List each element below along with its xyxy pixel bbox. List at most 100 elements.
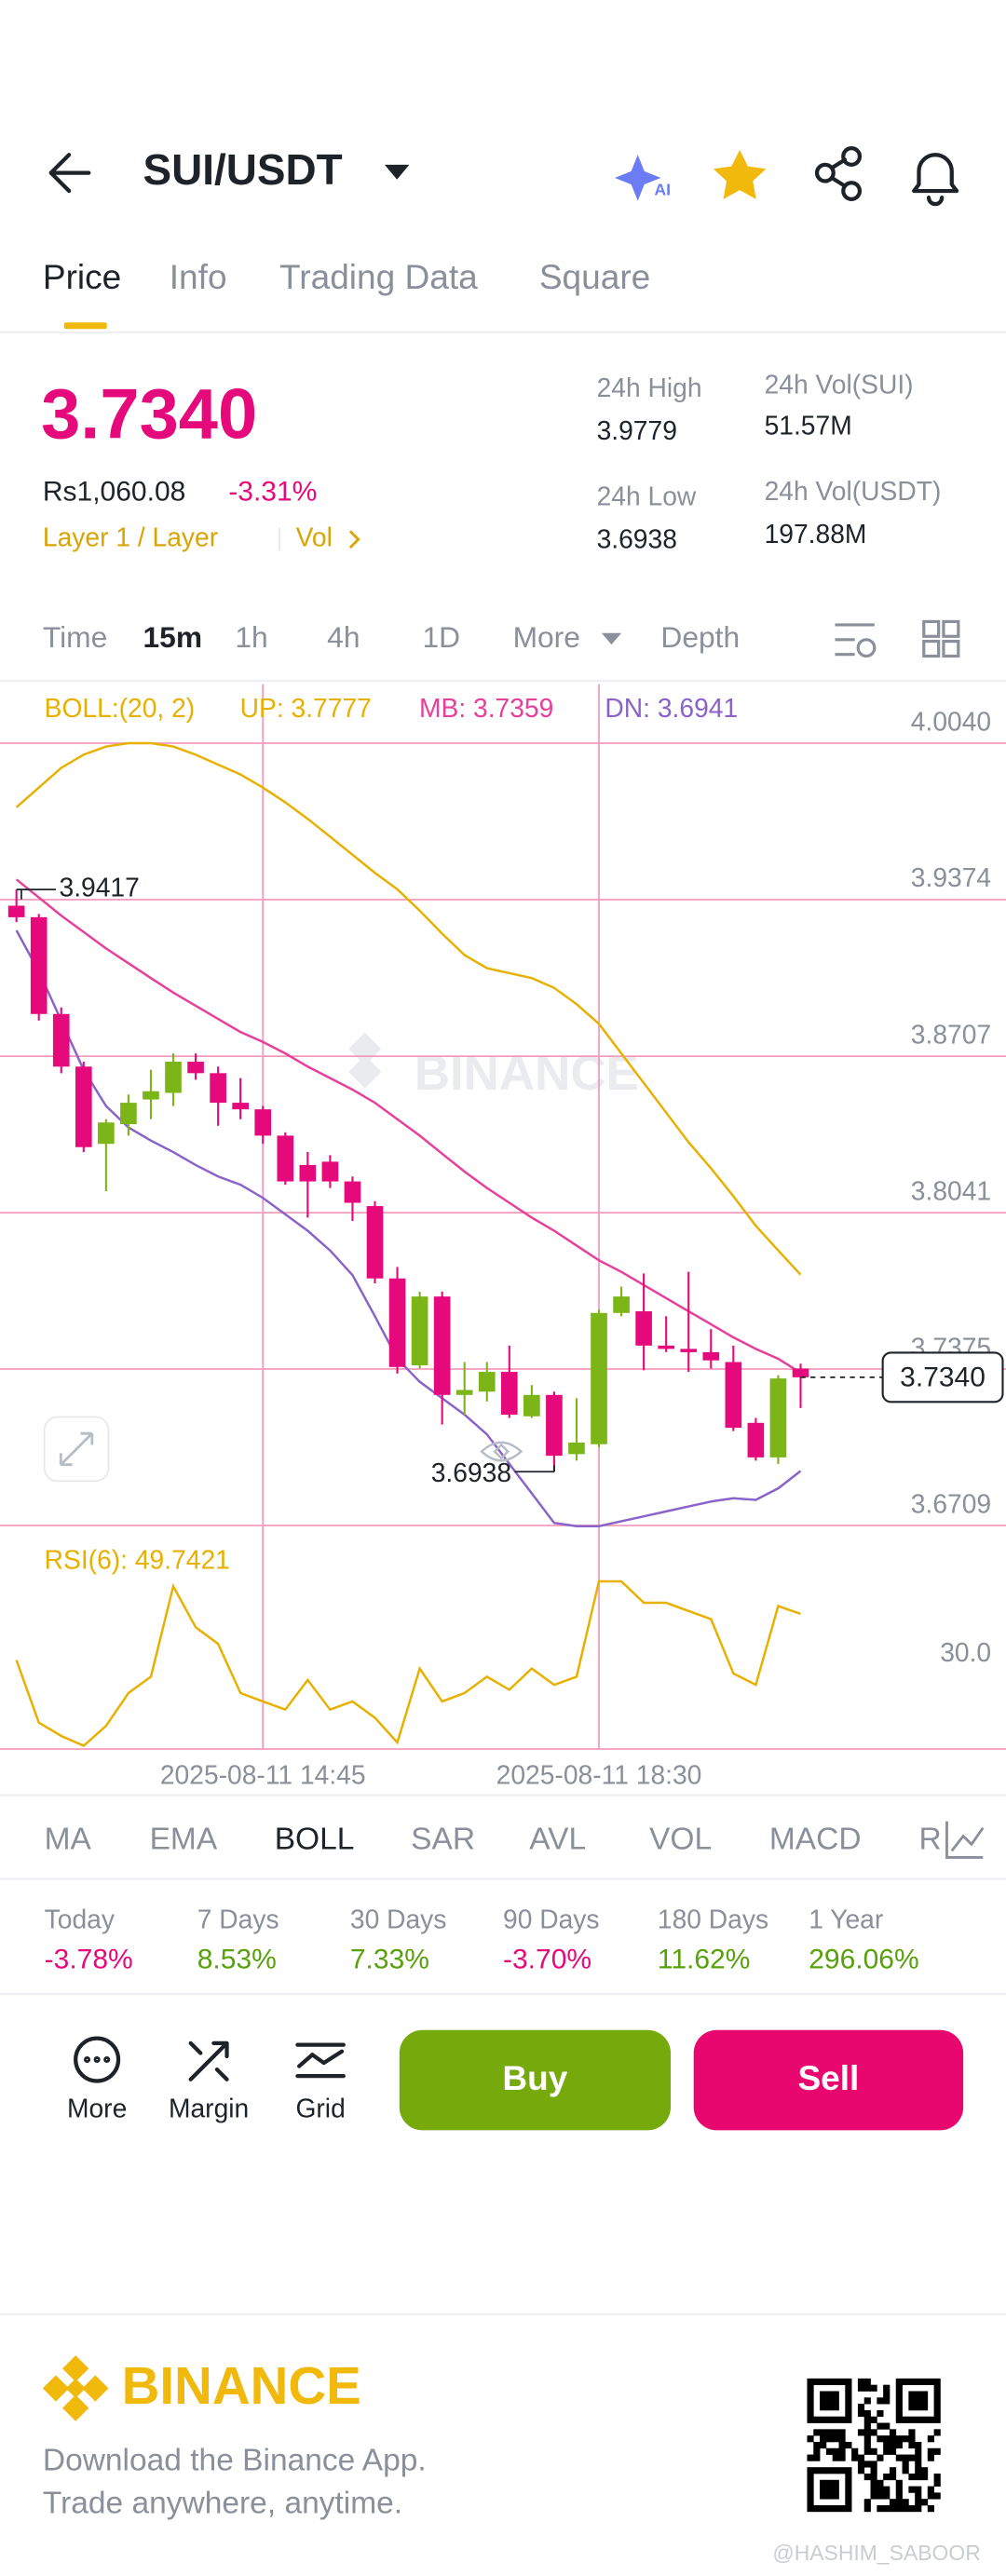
indicator-tab[interactable]: SAR (411, 1823, 475, 1857)
back-button[interactable] (48, 153, 91, 194)
interval[interactable]: 15m (143, 620, 203, 654)
stat-value: 197.88M (765, 519, 867, 549)
qr-cell (845, 2479, 852, 2487)
low-marker-line (514, 1465, 555, 1473)
margin-icon[interactable] (188, 2040, 229, 2081)
qr-cell (889, 2473, 897, 2481)
sell-label[interactable]: Sell (797, 2058, 859, 2097)
sell-button[interactable] (693, 2029, 964, 2131)
qr-cell (883, 2492, 890, 2500)
qr-cell (915, 2486, 922, 2493)
qr-cell (825, 2479, 834, 2487)
vol-tag[interactable]: Vol (296, 522, 333, 552)
qr-cell (820, 2391, 827, 2398)
qr-cell (877, 2505, 884, 2513)
qr-cell (825, 2435, 834, 2443)
qr-cell (845, 2499, 852, 2506)
qr-cell (807, 2454, 814, 2461)
indicator-tab[interactable]: MA (45, 1823, 92, 1857)
qr-cell (933, 2473, 941, 2481)
qr-cell (838, 2467, 846, 2474)
qr-cell (851, 2454, 859, 2461)
indicator-tab[interactable]: VOL (649, 1823, 712, 1857)
interval[interactable]: Depth (660, 620, 740, 654)
qr-cell (863, 2505, 871, 2513)
qr-cell (915, 2505, 922, 2513)
candle-body (187, 1061, 204, 1074)
indicator-settings[interactable] (945, 1821, 985, 1859)
qr-cell (870, 2447, 877, 2455)
hide-icon (480, 1441, 523, 1462)
qr-cell (832, 2486, 839, 2493)
qr-cell (813, 2467, 821, 2474)
more-icon[interactable] (74, 2036, 121, 2083)
interval[interactable]: 4h (327, 620, 360, 654)
period-label: 90 Days (503, 1905, 600, 1934)
qr-cell (895, 2391, 903, 2398)
y-tick-label: 3.8707 (911, 1019, 991, 1049)
grid-icon[interactable] (295, 2042, 346, 2079)
low-marker-label: 3.6938 (431, 1457, 511, 1487)
indicator-tab[interactable]: RSI (918, 1823, 971, 1857)
period-label: 1 Year (809, 1905, 883, 1934)
qr-cell (863, 2447, 871, 2455)
pair-title[interactable]: SUI/USDT (143, 145, 343, 194)
period-change: -3.78% (45, 1945, 133, 1975)
qr-cell (933, 2416, 941, 2423)
buy-label[interactable]: Buy (502, 2058, 567, 2097)
x-tick-label: 2025-08-11 18:30 (496, 1759, 702, 1789)
qr-cell (813, 2416, 821, 2423)
qr-cell (902, 2467, 909, 2474)
qr-cell (845, 2467, 852, 2474)
tab[interactable]: Square (539, 257, 650, 296)
interval[interactable]: 1h (235, 620, 267, 654)
chart-settings[interactable] (835, 623, 877, 658)
interval: Time (43, 620, 107, 654)
pair-dropdown[interactable] (384, 164, 410, 180)
indicator-tab[interactable]: MACD (769, 1823, 862, 1857)
buy-button[interactable] (399, 2029, 671, 2131)
qr-cell (863, 2441, 871, 2449)
alert-bell[interactable] (912, 153, 959, 207)
qr-cell (832, 2467, 839, 2474)
qr-cell (927, 2416, 934, 2423)
qr-cell (863, 2435, 871, 2443)
qr-cell (895, 2378, 903, 2386)
indicator-tab[interactable]: EMA (150, 1823, 218, 1857)
tab[interactable]: Trading Data (279, 257, 478, 296)
tab[interactable]: Price (43, 257, 121, 296)
last-price-label: 3.7340 (900, 1363, 986, 1393)
qr-cell (927, 2378, 934, 2386)
action-label[interactable]: Grid (295, 2094, 345, 2123)
share-button[interactable] (814, 146, 863, 202)
y-tick-label: 3.9374 (911, 862, 991, 892)
interval[interactable]: 1D (423, 620, 461, 654)
candle-body (568, 1442, 585, 1455)
qr-cell (845, 2397, 852, 2405)
ai-button[interactable]: AI (615, 155, 671, 201)
qr-cell (825, 2492, 834, 2500)
qr-cell (863, 2378, 871, 2386)
action-label[interactable]: More (67, 2094, 127, 2123)
qr-cell (933, 2384, 941, 2392)
indicator-tab[interactable]: AVL (529, 1823, 586, 1857)
qr-cell (807, 2409, 814, 2418)
layout-button[interactable] (922, 619, 960, 658)
candle-body (591, 1312, 607, 1444)
sector-tag[interactable]: Layer 1 / Layer (43, 522, 218, 552)
qr-cell (933, 2378, 941, 2386)
candle-body (613, 1296, 630, 1313)
favorite-star[interactable] (713, 149, 767, 199)
qr-cell (908, 2429, 916, 2436)
tab[interactable]: Info (170, 257, 227, 296)
candle-body (455, 1390, 473, 1395)
rsi-tick-label: 30.0 (940, 1637, 991, 1667)
action-label[interactable]: Margin (169, 2094, 249, 2123)
qr-cell (927, 2505, 934, 2513)
indicator-tab[interactable]: BOLL (275, 1823, 355, 1857)
qr-cell (863, 2384, 871, 2392)
interval[interactable]: More (513, 620, 580, 654)
qr-cell (883, 2391, 890, 2398)
chart-watermark: BINANCE (415, 1046, 639, 1101)
price-change: -3.31% (228, 477, 317, 508)
